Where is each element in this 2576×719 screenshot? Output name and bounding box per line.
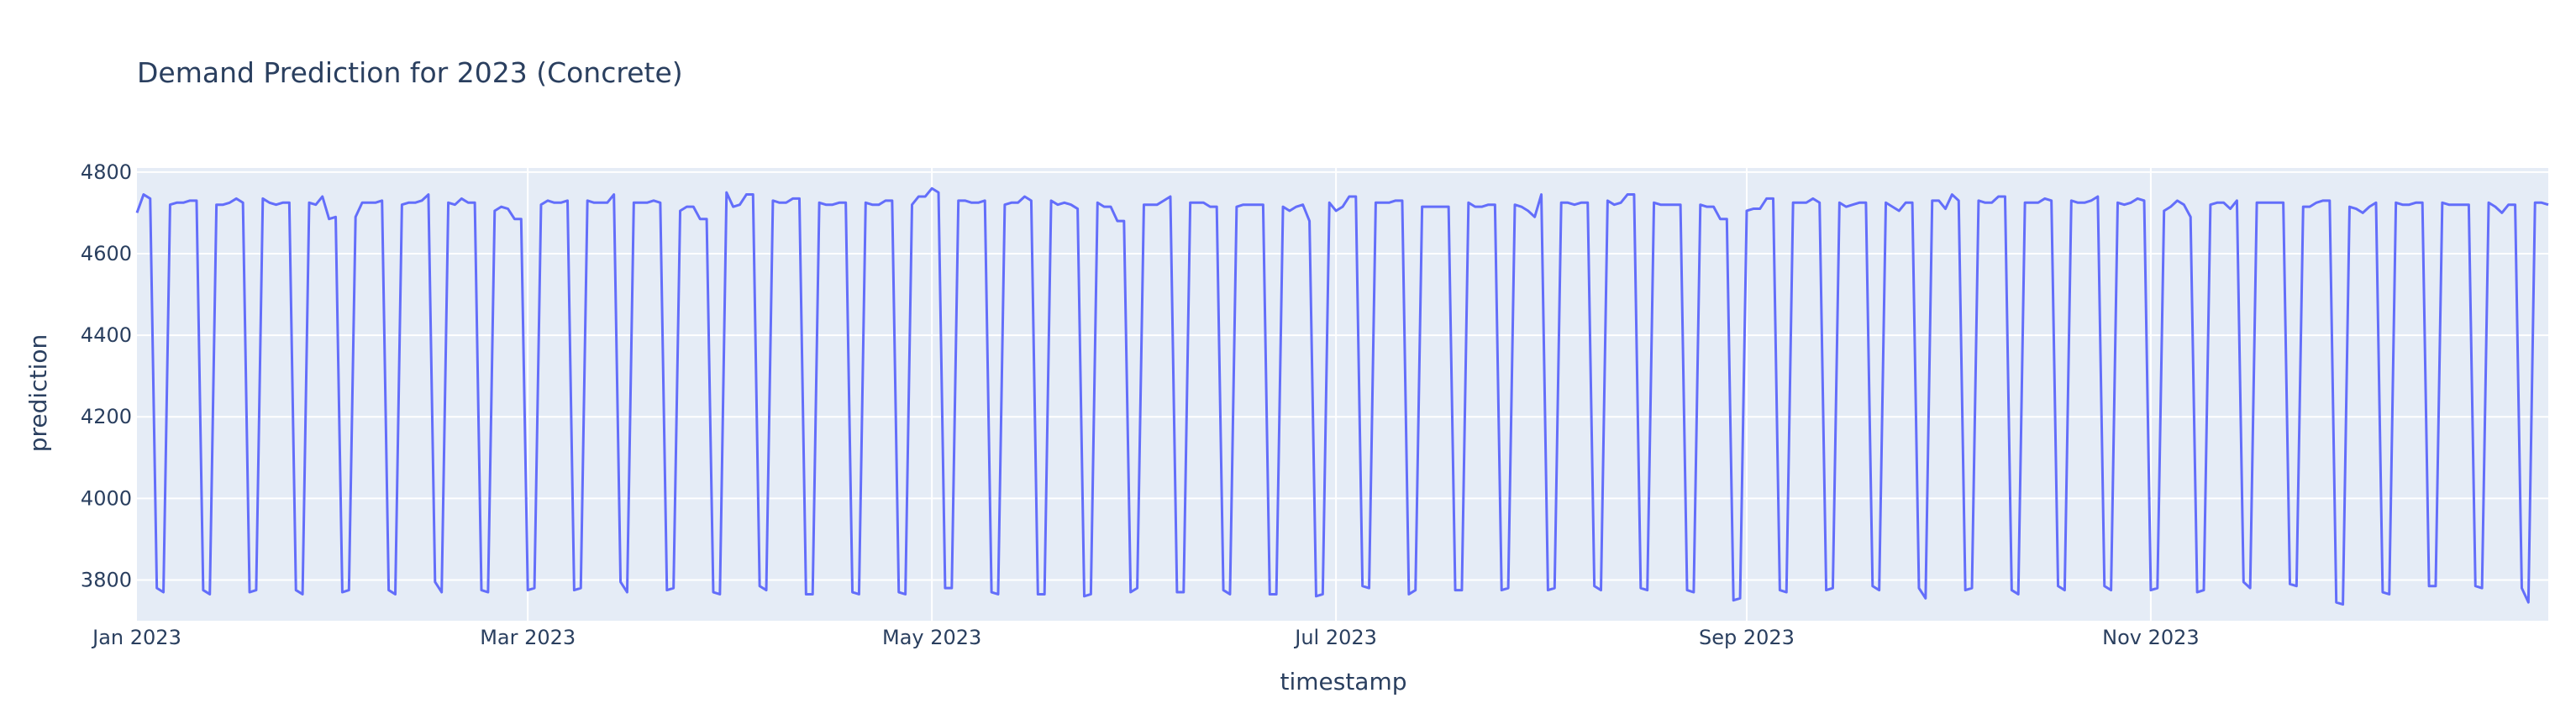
prediction-line	[135, 186, 2549, 606]
y-tick-label: 4200	[81, 405, 132, 428]
y-tick-label: 4000	[81, 486, 132, 510]
y-tick-label: 4400	[81, 323, 132, 347]
y-tick-label: 4600	[81, 242, 132, 265]
y-tick-label: 4800	[81, 160, 132, 184]
y-axis-ticks: 3800 4000 4200 4400 4600 4800	[81, 160, 132, 592]
x-tick-label: Nov 2023	[2102, 626, 2200, 649]
plot-background	[137, 168, 2548, 621]
x-axis-ticks: Jan 2023 Mar 2023 May 2023 Jul 2023 Sep 2023…	[91, 626, 2200, 649]
x-tick-label: Jan 2023	[91, 626, 181, 649]
x-tick-label: Jul 2023	[1293, 626, 1377, 649]
y-tick-label: 3800	[81, 568, 132, 591]
chart-title: Demand Prediction for 2023 (Concrete)	[137, 56, 683, 89]
plot-area	[135, 168, 2549, 621]
x-tick-label: Mar 2023	[480, 626, 576, 649]
y-axis-title: prediction	[24, 334, 52, 452]
x-axis-title: timestamp	[1280, 668, 1406, 695]
x-tick-label: Sep 2023	[1699, 626, 1795, 649]
x-tick-label: May 2023	[882, 626, 981, 649]
